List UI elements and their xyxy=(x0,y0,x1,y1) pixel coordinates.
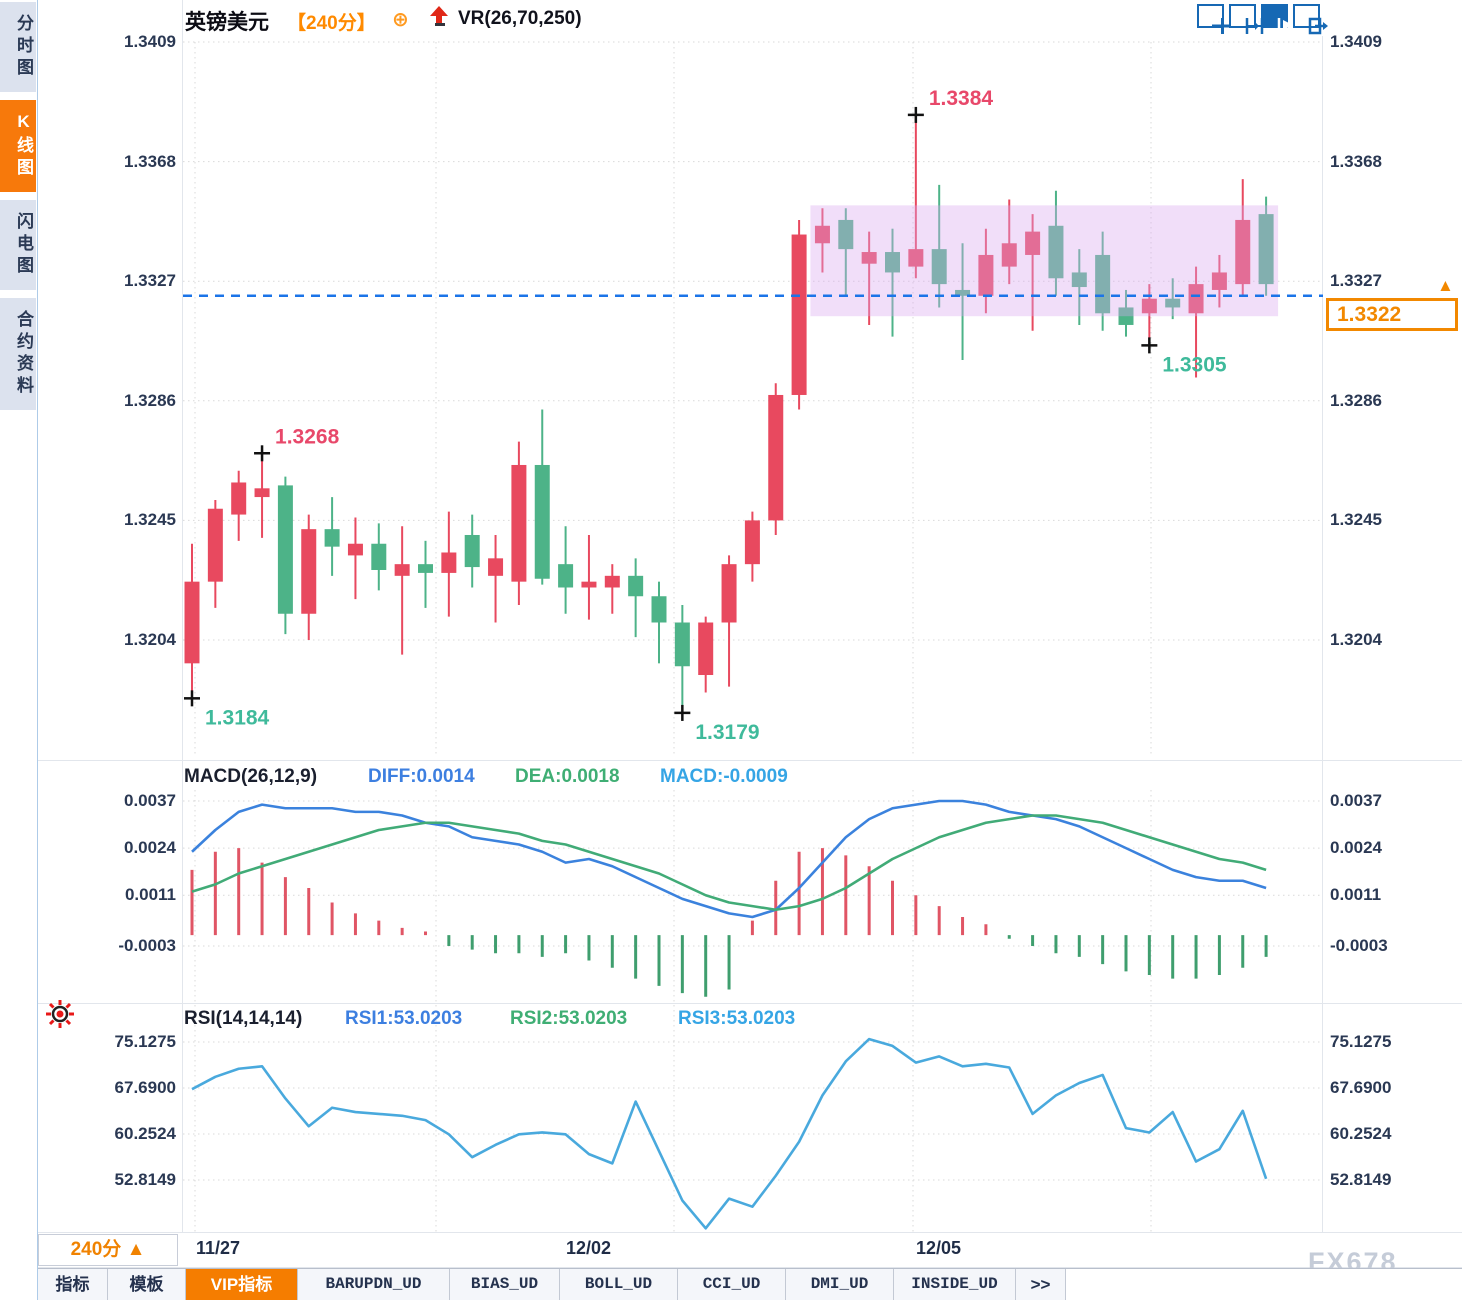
macd-value: MACD:-0.0009 xyxy=(660,766,788,787)
y-axis-label: 1.3286 xyxy=(124,390,176,410)
y-axis-label: 1.3245 xyxy=(1330,510,1382,530)
candlestick-chart[interactable]: 1.3384 1.3268 1.3184 1.3179 1.3305 xyxy=(183,0,1323,762)
timeframe-label[interactable]: 【240分】 xyxy=(287,13,376,34)
tab-vip-indicators[interactable]: VIP指标 xyxy=(186,1269,298,1300)
tab-more-chevron[interactable]: >> xyxy=(1016,1269,1066,1300)
rsi-chart[interactable] xyxy=(183,1005,1323,1233)
price-annotation: 1.3184 xyxy=(184,690,270,729)
y-axis-label: 0.0011 xyxy=(124,885,176,905)
shift-right-icon xyxy=(1308,17,1328,35)
timeframe-arrow-icon: ▲ xyxy=(126,1239,146,1260)
macd-chart[interactable] xyxy=(183,790,1323,1004)
y-axis-label: 0.0037 xyxy=(1330,791,1382,810)
svg-text:1.3179: 1.3179 xyxy=(695,721,759,744)
sidebar-item-contract-info[interactable]: 合约资料 xyxy=(0,298,36,410)
auto-follow-icon xyxy=(1277,18,1295,34)
y-axis-label: 1.3245 xyxy=(124,510,176,530)
macd-title: MACD(26,12,9) xyxy=(184,766,318,787)
y-axis-label: 0.0024 xyxy=(1330,838,1382,858)
y-axis-label: 0.0024 xyxy=(124,838,176,858)
macd-histogram xyxy=(190,848,1268,997)
indicator-tab-strip: 指标 模板 VIP指标 BARUPDN_UD BIAS_UD BOLL_UD C… xyxy=(38,1268,1462,1300)
y-axis-label: 67.6900 xyxy=(1330,1077,1392,1097)
price-up-marker-icon: ▲ xyxy=(1437,276,1454,295)
date-row-separator xyxy=(38,1267,1462,1268)
tab-cci-ud[interactable]: CCI_UD xyxy=(678,1269,786,1300)
y-axis-label: 1.3204 xyxy=(1330,630,1382,649)
tab-indicators[interactable]: 指标 xyxy=(38,1269,108,1300)
sidebar-item-lightning-chart[interactable]: 闪电图 xyxy=(0,200,36,290)
candlestick-series xyxy=(184,114,1274,713)
consolidation-range-box xyxy=(810,205,1279,317)
y-axis-label: 1.3327 xyxy=(124,271,176,291)
y-axis-label: 60.2524 xyxy=(1330,1124,1392,1143)
rsi-bottom-separator xyxy=(38,1232,1462,1233)
chart-type-sidebar: 分时图 K线图 闪电图 合约资料 xyxy=(0,0,38,1300)
auto-follow-button[interactable] xyxy=(1261,4,1295,34)
tab-boll-ud[interactable]: BOLL_UD xyxy=(560,1269,678,1300)
rsi-line xyxy=(191,1037,1268,1230)
macd-diff-value: DIFF:0.0014 xyxy=(368,766,475,787)
y-axis-label: 60.2524 xyxy=(114,1124,176,1143)
tab-strip-filler xyxy=(1066,1269,1462,1300)
rsi3-value: RSI3:53.0203 xyxy=(678,1008,796,1029)
indicator-settings-sun-icon[interactable] xyxy=(44,998,76,1030)
y-axis-label: 0.0011 xyxy=(1330,885,1382,905)
diff-line xyxy=(191,799,1267,919)
x-axis-date-1: 11/27 xyxy=(196,1238,241,1258)
timeframe-selector[interactable]: 240分 ▲ xyxy=(38,1234,178,1266)
svg-text:1.3184: 1.3184 xyxy=(205,706,270,729)
tab-dmi-ud[interactable]: DMI_UD xyxy=(786,1269,894,1300)
macd-dea-value: DEA:0.0018 xyxy=(515,766,620,787)
y-axis-label: 1.3368 xyxy=(124,151,176,171)
y-axis-label: 1.3368 xyxy=(1330,151,1382,171)
y-axis-label: 52.8149 xyxy=(1330,1170,1392,1189)
y-axis-label: 75.1275 xyxy=(1330,1032,1392,1051)
x-axis-date-3: 12/05 xyxy=(916,1238,962,1258)
timeframe-value: 240分 xyxy=(70,1239,122,1260)
y-axis-label: 75.1275 xyxy=(114,1032,176,1051)
plot-left-border xyxy=(182,0,183,1232)
y-axis-label: 1.3204 xyxy=(124,630,176,649)
macd-rsi-separator xyxy=(38,1003,1462,1004)
svg-text:1.3268: 1.3268 xyxy=(275,425,340,448)
y-axis-label: 1.3409 xyxy=(124,32,176,51)
y-axis-label: 67.6900 xyxy=(114,1077,176,1097)
vr-indicator-label: VR(26,70,250) xyxy=(458,8,582,29)
price-annotation: 1.3305 xyxy=(1141,337,1227,376)
price-macd-separator xyxy=(38,760,1462,761)
svg-text:1.3384: 1.3384 xyxy=(929,87,994,110)
pan-crosshair-button[interactable] xyxy=(1197,4,1233,34)
plot-right-border xyxy=(1322,36,1323,1232)
y-axis-label: 1.3327 xyxy=(1330,271,1382,291)
y-axis-label: 0.0037 xyxy=(124,791,176,810)
rsi2-value: RSI2:53.0203 xyxy=(510,1008,628,1029)
tab-barupdn-ud[interactable]: BARUPDN_UD xyxy=(298,1269,450,1300)
sidebar-item-timeline-chart[interactable]: 分时图 xyxy=(0,2,36,92)
y-axis-label: 1.3286 xyxy=(1330,390,1382,410)
symbol-title: 英镑美元 xyxy=(185,11,269,34)
y-axis-label: -0.0003 xyxy=(1330,936,1388,955)
price-annotation: 1.3384 xyxy=(907,87,994,123)
shift-right-button[interactable] xyxy=(1293,4,1328,35)
dea-line xyxy=(191,814,1267,912)
x-axis-date-2: 12/02 xyxy=(566,1238,612,1258)
rsi-title: RSI(14,14,14) xyxy=(184,1008,303,1029)
y-axis-label: -0.0003 xyxy=(118,936,176,955)
add-indicator-icon[interactable]: ⊕ xyxy=(392,9,409,31)
current-price-tag: 1.3322 xyxy=(1326,298,1458,331)
price-annotation: 1.3268 xyxy=(254,425,340,462)
y-axis-label: 1.3409 xyxy=(1330,32,1382,51)
tab-templates[interactable]: 模板 xyxy=(108,1269,186,1300)
sidebar-item-candlestick-chart[interactable]: K线图 xyxy=(0,100,36,192)
svg-text:1.3305: 1.3305 xyxy=(1162,353,1227,376)
rsi1-value: RSI1:53.0203 xyxy=(345,1008,463,1029)
up-arrow-icon xyxy=(430,6,448,26)
y-axis-label: 52.8149 xyxy=(114,1170,176,1189)
tab-inside-ud[interactable]: INSIDE_UD xyxy=(894,1269,1016,1300)
tab-bias-ud[interactable]: BIAS_UD xyxy=(450,1269,560,1300)
price-annotation: 1.3179 xyxy=(674,704,760,744)
